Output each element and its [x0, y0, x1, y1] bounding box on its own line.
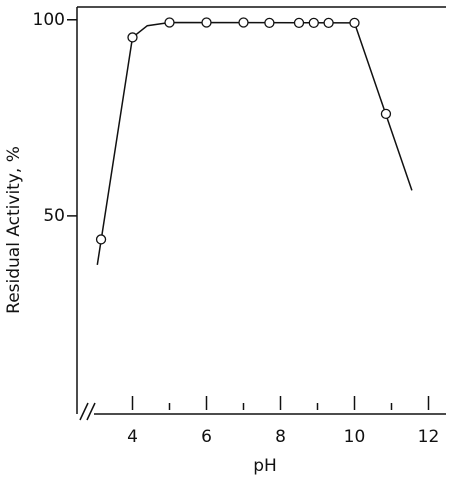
- data-point: [164, 17, 175, 28]
- x-tick-label: 8: [275, 427, 286, 447]
- curve: [96, 21, 413, 266]
- axis-break: [86, 402, 96, 421]
- data-point: [380, 108, 392, 120]
- x-axis-label: pH: [253, 456, 277, 476]
- data-point: [323, 17, 334, 29]
- x-tick-label: 10: [344, 427, 366, 447]
- data-point: [201, 17, 212, 28]
- x-tick-label: 4: [127, 427, 138, 447]
- y-tick-label: 50: [43, 206, 65, 226]
- data-point: [264, 17, 275, 29]
- y-tick-label: 100: [33, 10, 65, 30]
- data-point: [127, 32, 138, 43]
- data-point: [349, 17, 360, 29]
- axis-break: [79, 402, 89, 421]
- data-point: [95, 234, 107, 245]
- data-point: [293, 17, 305, 29]
- x-tick-label: 12: [418, 427, 440, 447]
- data-point: [308, 17, 319, 29]
- y-axis-label: Residual Activity, %: [4, 146, 24, 314]
- x-tick-label: 6: [201, 427, 212, 447]
- data-point: [238, 17, 249, 28]
